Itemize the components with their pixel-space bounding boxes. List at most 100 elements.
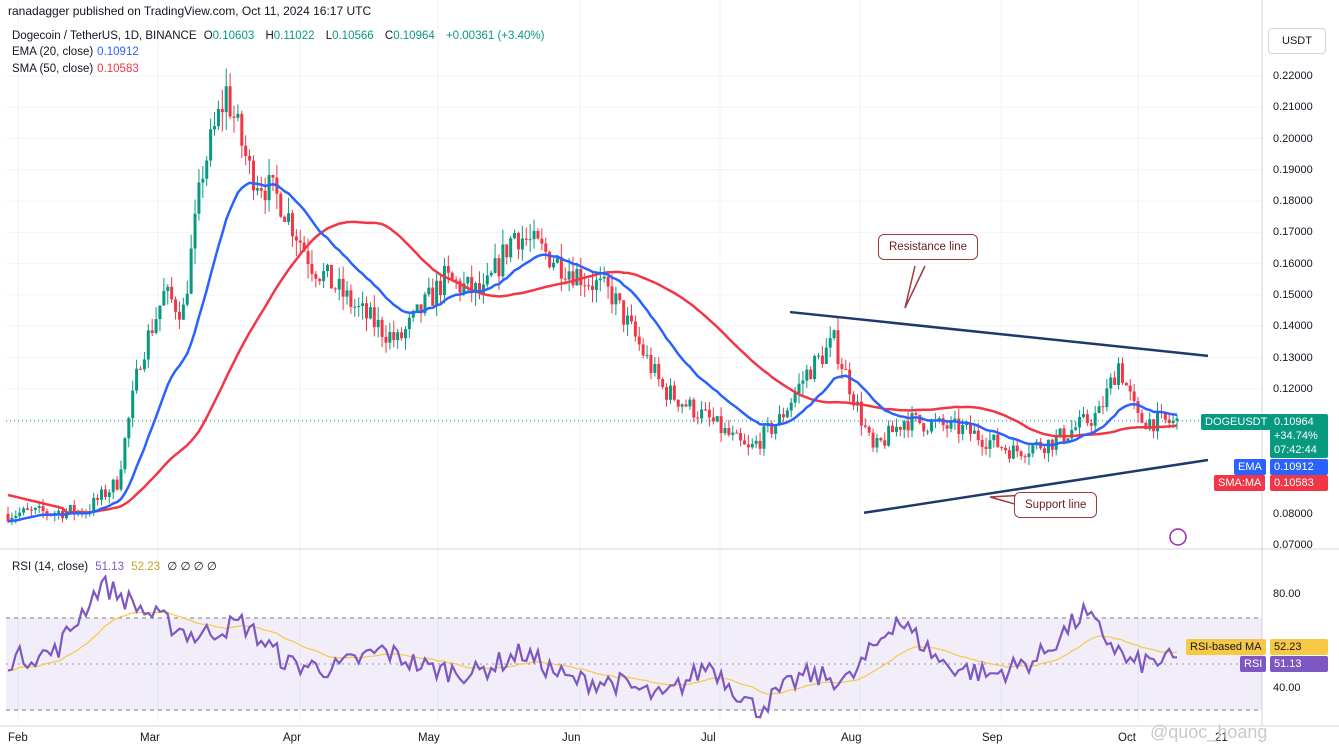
candle-body [828, 338, 832, 348]
publisher-line: ranadagger published on TradingView.com,… [8, 4, 372, 18]
candle-body [781, 414, 785, 418]
rsi-tag-label: RSI [1240, 656, 1267, 672]
candle-body [41, 506, 45, 512]
candle-body [462, 283, 466, 293]
candle-body [470, 277, 474, 293]
candle-body [1062, 428, 1066, 442]
candle-body [723, 427, 727, 434]
candle-body [1007, 450, 1011, 459]
candle-body [672, 385, 676, 400]
x-tick: Sep [982, 732, 1003, 744]
price-tick: 0.07000 [1273, 539, 1313, 551]
candle-body [805, 369, 809, 381]
candle-body [513, 232, 517, 239]
candle-body [957, 418, 961, 434]
candle-body [1000, 447, 1004, 449]
candle-body [731, 432, 735, 435]
candle-body [742, 440, 746, 445]
candle-body [579, 269, 583, 286]
candle-body [680, 404, 684, 407]
candle-body [1011, 445, 1015, 459]
ema-legend[interactable]: EMA (20, close) 0.10912 [12, 46, 139, 58]
candle-body [1167, 419, 1171, 423]
candle-body [220, 108, 224, 113]
symbol-tag: DOGEUSDT [1201, 414, 1272, 430]
candle-body [205, 160, 209, 179]
candle-body [127, 418, 131, 439]
candle-body [1140, 413, 1144, 423]
candle-body [1105, 388, 1109, 408]
candle-body [544, 243, 548, 252]
sma-legend[interactable]: SMA (50, close) 0.10583 [12, 63, 139, 75]
candle-body [555, 256, 559, 263]
candle-body [626, 315, 630, 325]
candle-body [10, 517, 14, 522]
rsi-legend[interactable]: RSI (14, close) 51.13 52.23 ∅ ∅ ∅ ∅ [12, 561, 217, 573]
candle-body [817, 355, 821, 357]
candle-body [439, 280, 443, 296]
candle-body [411, 310, 415, 318]
candle-body [961, 425, 965, 434]
candle-body [598, 278, 602, 281]
candle-body [25, 508, 29, 510]
candle-body [1132, 391, 1136, 402]
x-tick: Aug [841, 732, 862, 744]
candle-body [197, 182, 201, 214]
candle-body [384, 336, 388, 343]
candle-body [364, 303, 368, 319]
symbol-title[interactable]: Dogecoin / TetherUS, 1D, BINANCE [12, 30, 197, 42]
candle-body [287, 213, 291, 222]
support-line-label[interactable]: Support line [1014, 492, 1098, 518]
candle-body [778, 414, 782, 426]
candle-body [131, 390, 135, 419]
candle-body [637, 336, 641, 345]
candle-body [368, 307, 372, 319]
price-tick: 0.15000 [1273, 289, 1313, 301]
candle-body [797, 383, 801, 394]
candle-body [333, 288, 337, 290]
x-tick: May [418, 732, 440, 744]
sma-line [7, 220, 1178, 515]
candle-body [824, 347, 828, 364]
candle-body [57, 510, 61, 513]
candle-body [33, 508, 37, 511]
candle-body [871, 432, 875, 448]
candle-body [1023, 456, 1027, 458]
candle-body [201, 178, 205, 183]
candle-body [583, 285, 587, 287]
candle-body [968, 423, 972, 434]
candle-body [189, 248, 193, 294]
candle-body [976, 430, 980, 441]
ema-tag-label: EMA [1234, 459, 1266, 475]
candle-body [146, 330, 150, 360]
candle-body [337, 278, 341, 290]
candle-body [279, 193, 283, 217]
rsi-ma-tag-label: RSI-based MA [1186, 639, 1266, 655]
resistance-line-label[interactable]: Resistance line [878, 234, 978, 260]
candle-body [1171, 420, 1175, 423]
candle-body [902, 421, 906, 430]
candle-body [587, 285, 591, 287]
candle-body [115, 479, 119, 490]
candle-body [216, 108, 220, 127]
candle-body [879, 438, 883, 441]
price-tick: 0.21000 [1273, 101, 1313, 113]
candle-body [1074, 427, 1078, 430]
candle-body [431, 287, 435, 306]
candle-body [661, 379, 665, 388]
candle-body [1144, 422, 1148, 430]
candle-body [450, 272, 454, 280]
rsi-legend-value: 51.13 [95, 561, 125, 573]
candle-body [1046, 439, 1050, 454]
price-tick: 0.19000 [1273, 164, 1313, 176]
candle-body [400, 332, 404, 339]
candle-body [158, 305, 162, 320]
ohlc-high: 0.11022 [273, 30, 315, 42]
candle-body [633, 321, 637, 337]
candle-body [138, 368, 142, 370]
candle-body [898, 426, 902, 430]
candle-body [322, 271, 326, 282]
x-tick: 21 [1215, 732, 1228, 744]
currency-button[interactable]: USDT [1268, 28, 1326, 54]
candle-body [481, 284, 485, 294]
